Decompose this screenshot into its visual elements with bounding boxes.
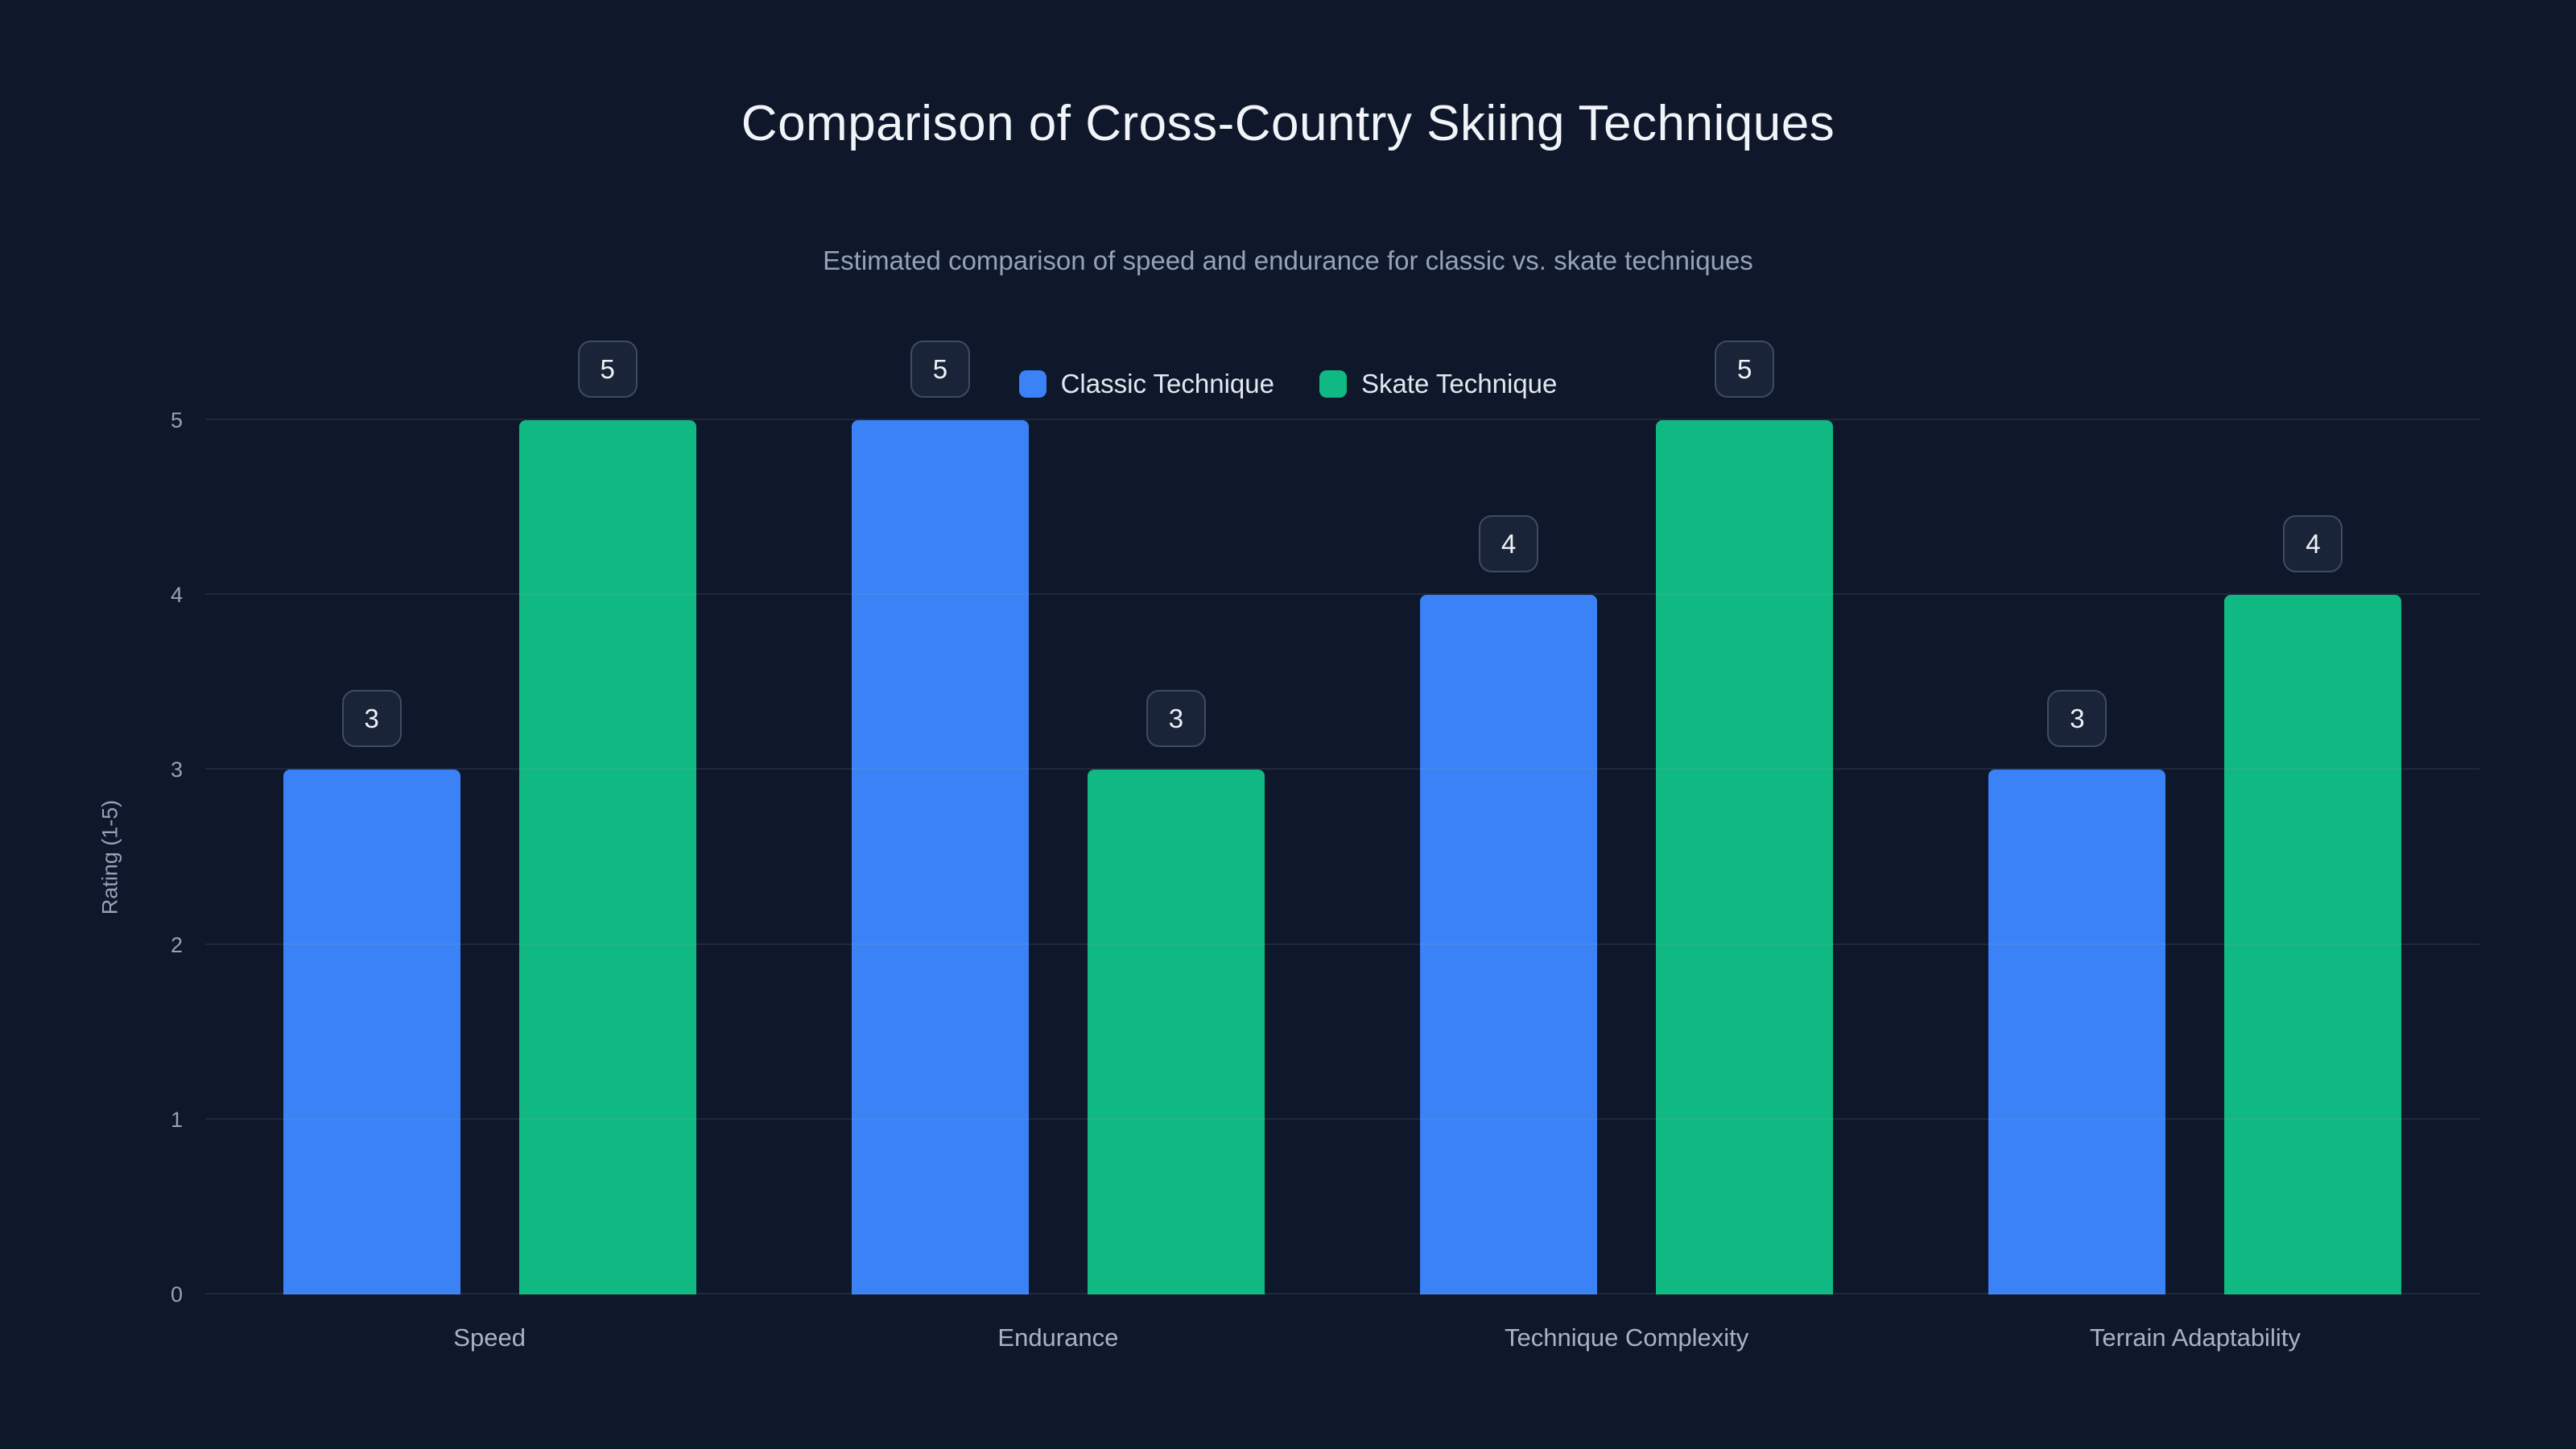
legend-label-skate: Skate Technique: [1360, 369, 1558, 398]
bar-slot-classic-technique-speed: 3: [283, 420, 460, 1294]
bar-slot-skate-technique-speed: 5: [518, 341, 696, 1294]
legend-item-classic-technique[interactable]: Classic Technique: [1018, 369, 1274, 399]
value-label-classic-technique-speed: 3: [341, 690, 402, 748]
bar-slot-skate-technique-technique-complexity: 5: [1656, 341, 1834, 1294]
legend: Classic Technique Skate Technique: [0, 369, 2576, 399]
bar-classic-technique-speed[interactable]: [283, 770, 460, 1294]
bar-slot-classic-technique-terrain-adaptability: 3: [1988, 420, 2166, 1294]
y-tick-label-2: 2: [170, 932, 183, 957]
value-label-skate-technique-technique-complexity: 5: [1715, 341, 1775, 398]
x-axis-label-speed: Speed: [453, 1323, 526, 1352]
bar-skate-technique-technique-complexity[interactable]: [1656, 420, 1834, 1294]
bar-classic-technique-endurance[interactable]: [851, 420, 1029, 1294]
chart-title: Comparison of Cross-Country Skiing Techn…: [741, 96, 1835, 151]
bar-slot-classic-technique-endurance: 5: [851, 341, 1029, 1294]
value-label-classic-technique-technique-complexity: 4: [1479, 515, 1539, 573]
value-label-skate-technique-speed: 5: [577, 341, 638, 398]
x-axis-label-terrain-adaptability: Terrain Adaptability: [2089, 1323, 2301, 1352]
x-axis-label-endurance: Endurance: [997, 1323, 1119, 1352]
y-tick-label-5: 5: [170, 408, 183, 432]
y-tick-label-3: 3: [170, 758, 183, 782]
bar-slot-classic-technique-technique-complexity: 4: [1420, 420, 1598, 1294]
legend-label-classic: Classic Technique: [1060, 369, 1274, 398]
chart-subtitle: Estimated comparison of speed and endura…: [823, 246, 1753, 275]
bar-classic-technique-technique-complexity[interactable]: [1420, 595, 1598, 1294]
value-label-classic-technique-endurance: 5: [910, 341, 970, 398]
value-label-classic-technique-terrain-adaptability: 3: [2047, 690, 2107, 748]
bar-skate-technique-terrain-adaptability[interactable]: [2224, 595, 2402, 1294]
y-tick-label-1: 1: [170, 1107, 183, 1132]
legend-swatch-classic-icon: [1018, 370, 1046, 398]
legend-item-skate-technique[interactable]: Skate Technique: [1319, 369, 1557, 399]
x-axis-label-technique-complexity: Technique Complexity: [1504, 1323, 1749, 1352]
bar-slot-skate-technique-terrain-adaptability: 4: [2224, 420, 2402, 1294]
bar-classic-technique-terrain-adaptability[interactable]: [1988, 770, 2166, 1294]
bar-slot-skate-technique-endurance: 3: [1087, 420, 1265, 1294]
bar-skate-technique-speed[interactable]: [518, 420, 696, 1294]
bar-skate-technique-endurance[interactable]: [1087, 770, 1265, 1294]
y-axis-title: Rating (1-5): [97, 799, 122, 915]
value-label-skate-technique-endurance: 3: [1146, 690, 1206, 748]
legend-swatch-skate-icon: [1319, 370, 1347, 398]
y-tick-label-4: 4: [170, 583, 183, 608]
value-label-skate-technique-terrain-adaptability: 4: [2283, 515, 2343, 573]
x-axis-labels: Speed Endurance Technique Complexity Terrai…: [205, 1294, 2479, 1367]
y-tick-label-0: 0: [170, 1282, 183, 1307]
